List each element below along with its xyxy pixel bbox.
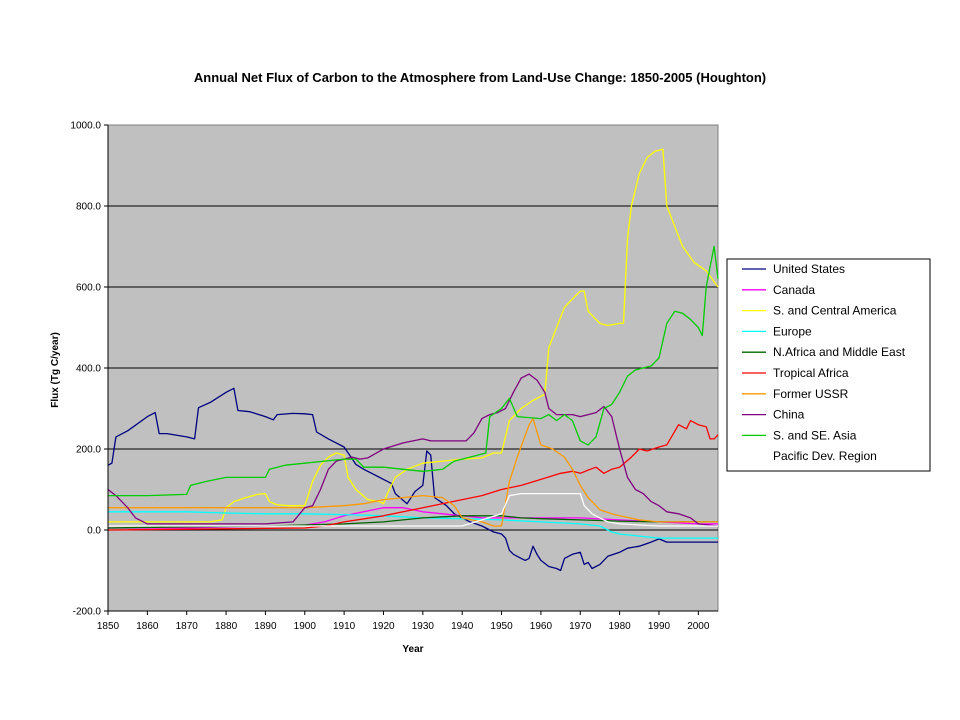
x-tick-label: 1980 [608,621,631,632]
series-line-united-states [107,387,718,572]
series-line-china [107,373,719,527]
x-tick-label: 1990 [648,621,671,632]
y-axis: -200.0 0.0 200.0 400.0 600.0 800.0 1000.0 [70,121,109,618]
series-line-s-and-central-america [108,148,719,523]
y-tick-label: 400.0 [76,364,101,375]
y-tick-label: 0.0 [87,526,101,537]
plot-area [107,124,719,612]
x-tick-label: 1950 [490,621,513,632]
legend-label-n-africa-and-middle-east: N.Africa and Middle East [773,345,906,359]
x-axis-title: Year [402,644,423,655]
y-axis-title: Flux (Tg C/year) [50,332,61,408]
gridlines [108,205,718,531]
legend-label-pacific-dev-region: Pacific Dev. Region [773,449,877,463]
legend-label-s-and-central-america: S. and Central America [773,304,897,318]
x-axis: 1850 1860 1870 1880 1890 1900 1910 1920 1930 1940… [97,610,718,632]
x-tick-label: 1910 [333,621,356,632]
legend: United States Canada S. and Central Americ… [726,258,931,472]
y-tick-label: 1000.0 [70,121,101,132]
legend-label-united-states: United States [773,262,845,276]
series-lines [107,148,719,572]
y-tick-label: 200.0 [76,445,101,456]
x-tick-label: 1860 [136,621,159,632]
legend-label-canada: Canada [773,283,815,297]
legend-label-china: China [773,408,805,422]
x-tick-label: 1940 [451,621,474,632]
x-tick-label: 1870 [176,621,199,632]
legend-label-europe: Europe [773,324,812,338]
x-tick-label: 1960 [530,621,553,632]
chart-title: Annual Net Flux of Carbon to the Atmosph… [194,70,766,85]
y-tick-label: 800.0 [76,202,101,213]
x-tick-label: 1920 [372,621,395,632]
x-tick-label: 1880 [215,621,238,632]
y-tick-label: -200.0 [73,607,102,618]
legend-label-s-and-se-asia: S. and SE. Asia [773,428,857,442]
x-tick-label: 1900 [294,621,317,632]
legend-label-former-ussr: Former USSR [773,387,849,401]
legend-label-tropical-africa: Tropical Africa [773,366,849,380]
x-tick-label: 1970 [569,621,592,632]
x-tick-label: 1850 [97,621,120,632]
x-tick-label: 2000 [687,621,710,632]
series-line-pacific-dev-region [108,492,718,527]
y-tick-label: 600.0 [76,283,101,294]
series-line-s-and-se-asia [108,245,719,497]
x-tick-label: 1930 [412,621,435,632]
series-line-n-africa-and-middle-east [107,515,718,529]
x-tick-label: 1890 [254,621,277,632]
series-line-tropical-africa [107,419,719,531]
